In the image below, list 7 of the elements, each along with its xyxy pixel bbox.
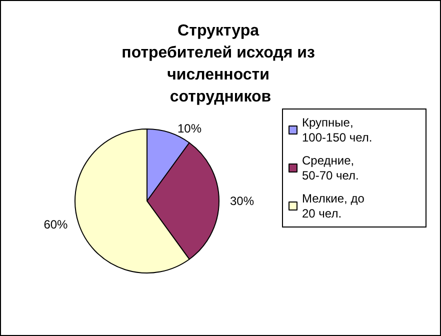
data-label: 60%: [44, 217, 68, 232]
data-label: 30%: [230, 194, 254, 208]
legend-label: Крупные, 100-150 чел.: [302, 116, 372, 144]
legend-label: Мелкие, до 20 чел.: [302, 192, 368, 220]
chart-title: Структура потребителей исходя из численности сотрудников: [122, 22, 320, 106]
legend-label: Средние, 50-70 чел.: [302, 154, 359, 182]
data-label: 10%: [177, 122, 202, 136]
